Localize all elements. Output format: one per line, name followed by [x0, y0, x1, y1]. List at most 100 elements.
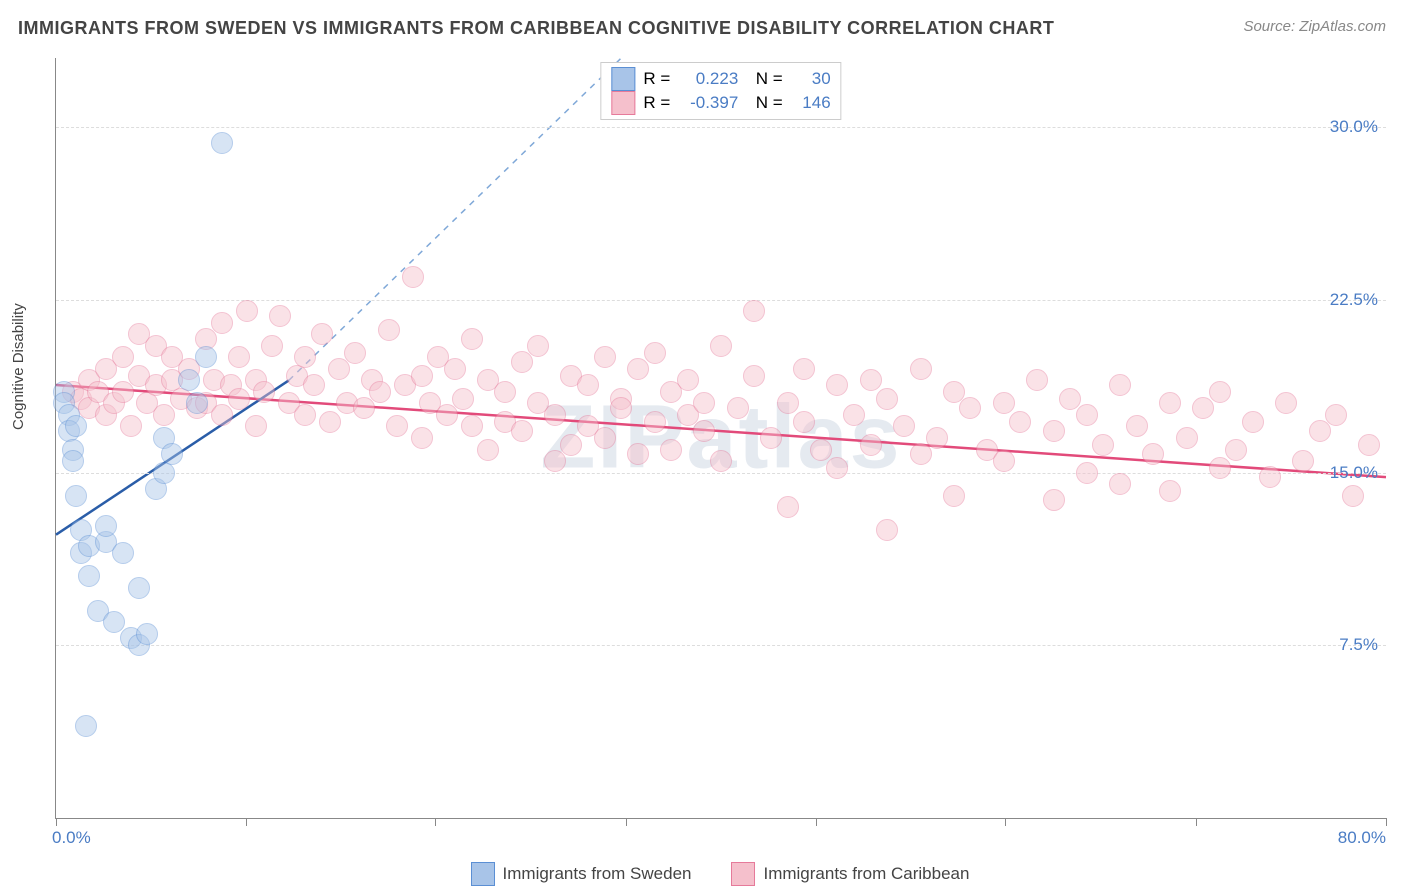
scatter-point-caribbean: [386, 415, 408, 437]
y-tick-label: 15.0%: [1330, 463, 1378, 483]
series-label-sweden: Immigrants from Sweden: [503, 864, 692, 884]
scatter-point-caribbean: [577, 374, 599, 396]
n-label: N =: [746, 67, 782, 91]
scatter-point-caribbean: [1358, 434, 1380, 456]
x-tick: [1196, 818, 1197, 826]
scatter-point-caribbean: [328, 358, 350, 380]
legend-row-sweden: R = 0.223 N = 30: [611, 67, 830, 91]
scatter-point-caribbean: [993, 450, 1015, 472]
scatter-point-caribbean: [1159, 392, 1181, 414]
scatter-point-caribbean: [228, 388, 250, 410]
legend-item-sweden: Immigrants from Sweden: [471, 862, 692, 886]
scatter-point-caribbean: [294, 346, 316, 368]
scatter-point-caribbean: [269, 305, 291, 327]
grid-line: [56, 127, 1386, 128]
scatter-point-caribbean: [943, 485, 965, 507]
grid-line: [56, 300, 1386, 301]
scatter-point-caribbean: [228, 346, 250, 368]
scatter-point-sweden: [62, 450, 84, 472]
scatter-point-caribbean: [303, 374, 325, 396]
scatter-point-caribbean: [644, 342, 666, 364]
scatter-point-caribbean: [826, 374, 848, 396]
scatter-point-caribbean: [860, 369, 882, 391]
scatter-point-caribbean: [1209, 381, 1231, 403]
scatter-point-caribbean: [153, 404, 175, 426]
scatter-point-caribbean: [793, 358, 815, 380]
legend-row-caribbean: R = -0.397 N = 146: [611, 91, 830, 115]
scatter-point-caribbean: [511, 420, 533, 442]
scatter-point-caribbean: [810, 439, 832, 461]
x-tick-max: 80.0%: [1338, 828, 1386, 848]
x-tick: [435, 818, 436, 826]
scatter-point-caribbean: [1026, 369, 1048, 391]
x-tick: [816, 818, 817, 826]
scatter-point-caribbean: [677, 369, 699, 391]
scatter-point-sweden: [65, 485, 87, 507]
scatter-point-caribbean: [1043, 489, 1065, 511]
scatter-point-caribbean: [826, 457, 848, 479]
y-tick-label: 30.0%: [1330, 117, 1378, 137]
scatter-point-caribbean: [444, 358, 466, 380]
scatter-point-caribbean: [1225, 439, 1247, 461]
scatter-point-caribbean: [1126, 415, 1148, 437]
scatter-point-caribbean: [319, 411, 341, 433]
scatter-point-sweden: [65, 415, 87, 437]
scatter-point-sweden: [178, 369, 200, 391]
scatter-point-caribbean: [693, 420, 715, 442]
scatter-point-caribbean: [527, 335, 549, 357]
scatter-point-caribbean: [893, 415, 915, 437]
scatter-point-caribbean: [1259, 466, 1281, 488]
scatter-point-caribbean: [1342, 485, 1364, 507]
x-tick: [1386, 818, 1387, 826]
scatter-point-caribbean: [876, 519, 898, 541]
scatter-point-sweden: [186, 392, 208, 414]
scatter-point-caribbean: [544, 450, 566, 472]
scatter-point-caribbean: [452, 388, 474, 410]
scatter-point-sweden: [136, 623, 158, 645]
scatter-point-caribbean: [511, 351, 533, 373]
scatter-point-caribbean: [693, 392, 715, 414]
scatter-point-caribbean: [245, 415, 267, 437]
scatter-point-sweden: [95, 515, 117, 537]
scatter-point-caribbean: [1242, 411, 1264, 433]
scatter-point-caribbean: [461, 328, 483, 350]
chart-plot-area: ZIPatlas R = 0.223 N = 30 R = -0.397 N =…: [55, 58, 1386, 819]
scatter-point-caribbean: [311, 323, 333, 345]
scatter-point-caribbean: [1009, 411, 1031, 433]
scatter-point-caribbean: [777, 392, 799, 414]
scatter-point-caribbean: [627, 358, 649, 380]
x-tick: [56, 818, 57, 826]
scatter-point-caribbean: [843, 404, 865, 426]
x-tick-min: 0.0%: [52, 828, 91, 848]
scatter-point-caribbean: [1092, 434, 1114, 456]
scatter-point-sweden: [211, 132, 233, 154]
scatter-point-caribbean: [777, 496, 799, 518]
scatter-point-caribbean: [876, 388, 898, 410]
scatter-point-caribbean: [436, 404, 458, 426]
scatter-point-caribbean: [402, 266, 424, 288]
scatter-point-sweden: [75, 715, 97, 737]
x-tick: [1005, 818, 1006, 826]
correlation-legend: R = 0.223 N = 30 R = -0.397 N = 146: [600, 62, 841, 120]
scatter-point-caribbean: [1176, 427, 1198, 449]
scatter-point-caribbean: [1142, 443, 1164, 465]
scatter-point-caribbean: [211, 404, 233, 426]
scatter-point-caribbean: [793, 411, 815, 433]
scatter-point-caribbean: [993, 392, 1015, 414]
scatter-point-caribbean: [926, 427, 948, 449]
scatter-point-caribbean: [594, 427, 616, 449]
scatter-point-caribbean: [727, 397, 749, 419]
x-tick: [246, 818, 247, 826]
scatter-point-caribbean: [1292, 450, 1314, 472]
scatter-point-caribbean: [710, 450, 732, 472]
scatter-point-caribbean: [910, 358, 932, 380]
r-label: R =: [643, 91, 670, 115]
swatch-sweden: [471, 862, 495, 886]
scatter-point-caribbean: [560, 434, 582, 456]
scatter-point-caribbean: [294, 404, 316, 426]
scatter-point-caribbean: [211, 312, 233, 334]
scatter-point-caribbean: [411, 427, 433, 449]
n-label: N =: [746, 91, 782, 115]
y-tick-label: 7.5%: [1339, 635, 1378, 655]
scatter-point-caribbean: [1209, 457, 1231, 479]
